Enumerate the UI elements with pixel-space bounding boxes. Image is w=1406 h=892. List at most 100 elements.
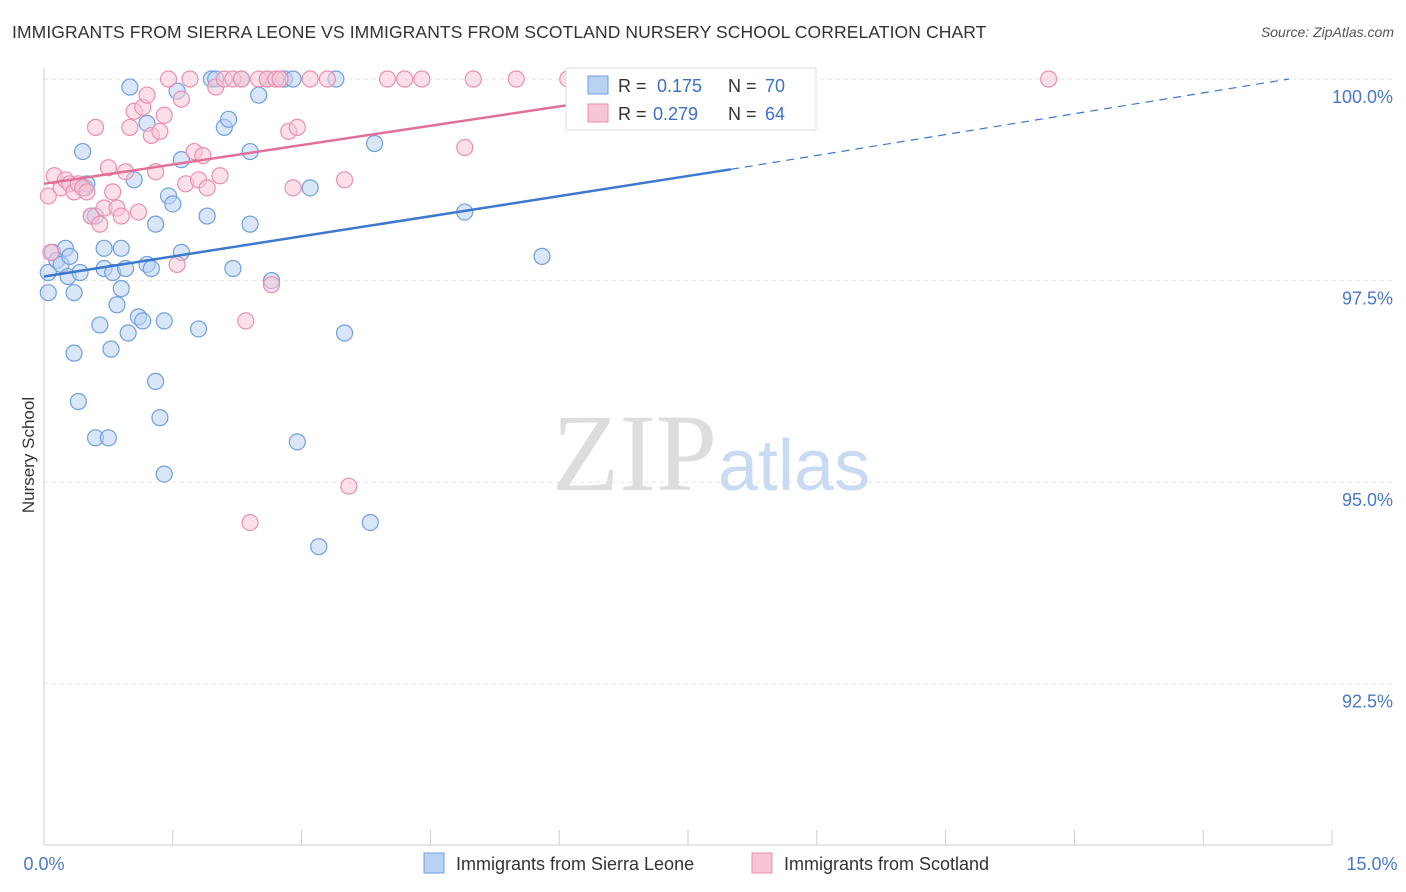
point-scotland (129, 203, 148, 221)
point-sierra-leone (39, 284, 57, 302)
point-scotland (271, 70, 289, 88)
legend-box: R = 0.175 N = 70 R = 0.279 N = 64 (565, 67, 817, 131)
point-sierra-leone (301, 179, 319, 197)
point-scotland (181, 70, 199, 88)
point-sierra-leone (134, 312, 152, 330)
point-sierra-leone (241, 215, 259, 233)
gridlines (44, 78, 1392, 685)
bottom-legend-label-sierra-leone: Immigrants from Sierra Leone (456, 854, 694, 874)
point-sierra-leone (155, 465, 173, 483)
point-scotland (112, 207, 130, 225)
point-scotland (241, 513, 259, 532)
watermark-zip: ZIP (552, 392, 717, 514)
point-sierra-leone (361, 513, 379, 532)
point-scotland (335, 171, 354, 189)
point-sierra-leone (250, 86, 268, 104)
point-sierra-leone (99, 429, 118, 447)
point-scotland (91, 215, 109, 233)
point-sierra-leone (112, 239, 130, 257)
point-sierra-leone (164, 195, 182, 213)
point-sierra-leone (112, 280, 130, 298)
point-scotland (284, 179, 302, 197)
point-scotland (288, 118, 306, 136)
legend-r-value: 0.279 (653, 104, 698, 124)
point-scotland (340, 477, 358, 495)
point-scotland (121, 118, 139, 136)
watermark: ZIP atlas (552, 392, 870, 514)
point-scotland (151, 122, 169, 141)
point-sierra-leone (69, 392, 87, 411)
point-scotland (155, 106, 173, 124)
y-tick-label: 100.0% (1332, 87, 1393, 107)
legend-swatch-scotland (587, 103, 609, 123)
x-ticks (172, 830, 1333, 845)
point-scotland (378, 70, 397, 88)
bottom-legend: Immigrants from Sierra Leone Immigrants … (423, 852, 989, 874)
point-sierra-leone (224, 259, 242, 278)
point-sierra-leone (147, 372, 165, 390)
point-scotland (464, 70, 482, 88)
point-scotland (172, 90, 190, 108)
source-credit: Source: ZipAtlas.com (1260, 24, 1394, 40)
point-sierra-leone (121, 78, 139, 96)
point-sierra-leone (189, 320, 208, 338)
point-scotland (507, 70, 525, 88)
point-sierra-leone (95, 239, 113, 257)
point-sierra-leone (310, 538, 328, 556)
point-scotland (211, 167, 229, 185)
legend-n-label: N = (728, 104, 757, 124)
point-scotland (413, 70, 431, 88)
y-tick-label: 97.5% (1342, 289, 1393, 309)
legend-r-value: 0.175 (657, 76, 702, 96)
legend-swatch-sierra-leone (587, 75, 609, 95)
point-scotland (318, 70, 336, 88)
legend-n-value: 64 (765, 104, 785, 124)
point-sierra-leone (533, 247, 551, 265)
point-scotland (168, 255, 186, 274)
point-sierra-leone (102, 340, 120, 358)
point-sierra-leone (91, 316, 109, 334)
bottom-legend-swatch-scotland (751, 852, 773, 874)
point-sierra-leone (119, 324, 137, 342)
point-scotland (396, 70, 414, 88)
point-scotland (104, 183, 122, 201)
trend-line-sierra-leone-extension (730, 78, 1290, 170)
point-sierra-leone (155, 312, 173, 330)
point-scotland (237, 312, 255, 330)
point-scotland (138, 86, 156, 104)
point-scotland (159, 70, 178, 88)
point-scotland (232, 70, 251, 88)
x-tick-label-max: 15.0% (1346, 854, 1397, 874)
point-sierra-leone (108, 296, 126, 314)
bottom-legend-label-scotland: Immigrants from Scotland (784, 854, 989, 874)
point-sierra-leone (220, 110, 238, 128)
legend-r-label: R = (618, 104, 647, 124)
point-scotland (42, 243, 60, 261)
legend-n-label: N = (728, 76, 757, 96)
point-sierra-leone (65, 284, 83, 302)
y-tick-label: 92.5% (1342, 692, 1393, 712)
point-scotland (1040, 70, 1058, 88)
point-sierra-leone (151, 409, 169, 427)
point-scotland (78, 183, 96, 201)
point-sierra-leone (147, 215, 165, 233)
point-scotland (301, 70, 319, 88)
point-sierra-leone (335, 324, 354, 342)
point-scotland (456, 138, 474, 157)
y-tick-label: 95.0% (1342, 490, 1393, 510)
point-scotland (86, 118, 105, 136)
point-scotland (99, 159, 118, 177)
x-tick-label-min: 0.0% (23, 854, 64, 874)
point-sierra-leone (74, 142, 92, 161)
point-scotland (262, 276, 281, 294)
bottom-legend-swatch-sierra-leone (423, 852, 445, 874)
point-sierra-leone (198, 207, 216, 225)
point-scotland (198, 179, 216, 197)
point-sierra-leone (365, 134, 384, 153)
point-sierra-leone (142, 259, 160, 278)
point-scotland (39, 187, 57, 205)
chart-title: IMMIGRANTS FROM SIERRA LEONE VS IMMIGRAN… (12, 22, 987, 42)
point-sierra-leone (288, 433, 306, 451)
y-tick-labels: 92.5% 95.0% 97.5% 100.0% (1332, 87, 1393, 712)
